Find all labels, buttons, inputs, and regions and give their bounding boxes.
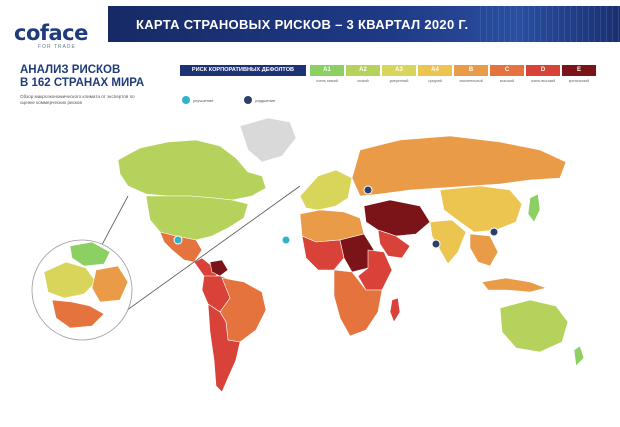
region-china[interactable]	[439, 185, 523, 233]
banner-decoration	[480, 6, 620, 42]
region-madagascar[interactable]	[389, 297, 401, 323]
logo-tagline: FOR TRADE	[38, 44, 76, 50]
region-venezuela[interactable]	[209, 259, 229, 277]
region-canada[interactable]	[117, 139, 267, 201]
legend-grade-c[interactable]: C	[490, 65, 524, 76]
headline-line-2: В 162 СТРАНАХ МИРА	[20, 77, 145, 89]
region-indonesia[interactable]	[481, 277, 548, 293]
inset-europe-west[interactable]	[43, 261, 97, 299]
trend-up-marker	[182, 96, 190, 104]
region-southern-africa[interactable]	[333, 269, 383, 337]
legend-title: РИСК КОРПОРАТИВНЫХ ДЕФОЛТОВ	[180, 65, 306, 76]
intro-description: Обзор макроэкономического климата от экс…	[20, 94, 135, 105]
legend-grade-b[interactable]: B	[454, 65, 488, 76]
region-arabia[interactable]	[377, 229, 411, 259]
banner-title: КАРТА СТРАНОВЫХ РИСКОВ – 3 КВАРТАЛ 2020 …	[136, 17, 469, 32]
legend-grade-d[interactable]: D	[526, 65, 560, 76]
legend-grade-label: средний	[428, 79, 442, 83]
map-marker-improve[interactable]	[173, 235, 183, 245]
inset-europe-north[interactable]	[69, 241, 111, 267]
headline: АНАЛИЗ РИСКОВ В 162 СТРАНАХ МИРА	[20, 64, 170, 90]
trend-up-label: улучшение	[193, 98, 214, 103]
legend-grade-label: критический	[568, 79, 590, 83]
inset-europe-south[interactable]	[51, 299, 105, 329]
region-new-zealand[interactable]	[573, 345, 585, 367]
legend-grade-label: высокий	[500, 79, 514, 83]
region-europe[interactable]	[299, 169, 353, 211]
legend-grade-label: умеренный	[389, 79, 409, 83]
region-greenland[interactable]	[239, 117, 297, 163]
legend-grade-label: очень высокий	[530, 79, 556, 83]
region-middle-east[interactable]	[363, 199, 431, 237]
map-marker-worsen[interactable]	[363, 185, 373, 195]
legend-grade-label: очень низкий	[316, 79, 338, 83]
logo-text: coface	[14, 21, 88, 45]
legend-grade-label: низкий	[357, 79, 369, 83]
legend-grade-label: значительный	[459, 79, 483, 83]
map-marker-worsen[interactable]	[489, 227, 499, 237]
region-india[interactable]	[429, 219, 467, 265]
zoom-connector-bottom	[115, 185, 301, 319]
region-southeast-asia[interactable]	[469, 233, 499, 267]
region-west-africa[interactable]	[301, 235, 345, 271]
legend-grade-a2[interactable]: A2	[346, 65, 380, 76]
map-marker-worsen[interactable]	[431, 239, 441, 249]
legend-grade-a3[interactable]: A3	[382, 65, 416, 76]
map-marker-improve[interactable]	[281, 235, 291, 245]
trend-down-label: ухудшение	[255, 98, 276, 103]
legend-grade-e[interactable]: E	[562, 65, 596, 76]
region-russia[interactable]	[351, 135, 567, 197]
inset-europe-east[interactable]	[91, 265, 129, 303]
legend-grade-a1[interactable]: A1	[310, 65, 344, 76]
region-argentina[interactable]	[207, 303, 241, 393]
region-australia[interactable]	[499, 299, 569, 353]
headline-line-1: АНАЛИЗ РИСКОВ	[20, 64, 121, 76]
coface-logo[interactable]: coface FOR TRADE	[14, 22, 92, 52]
legend-grade-a4[interactable]: A4	[418, 65, 452, 76]
trend-down-marker	[244, 96, 252, 104]
region-japan[interactable]	[527, 193, 541, 223]
title-banner: КАРТА СТРАНОВЫХ РИСКОВ – 3 КВАРТАЛ 2020 …	[108, 6, 620, 42]
